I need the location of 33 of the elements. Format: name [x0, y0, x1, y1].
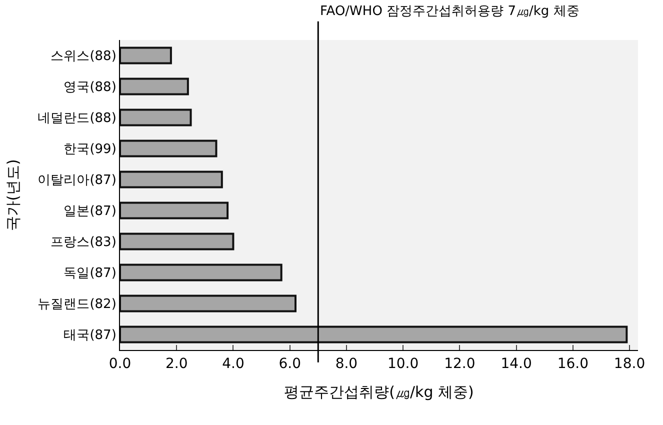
bar: [120, 78, 189, 96]
x-tick-label: 12.0: [444, 356, 476, 372]
x-tick-label: 16.0: [557, 356, 588, 372]
y-tick-label: 프랑스(83): [50, 235, 116, 250]
y-tick-label: 영국(88): [64, 80, 116, 96]
x-axis-title: 평균주간섭취량(㎍/kg 체중): [284, 382, 474, 401]
bar: [120, 46, 172, 64]
x-tick-label: 0.0: [108, 356, 132, 372]
bar: [120, 232, 234, 250]
bar: [120, 140, 218, 158]
bar: [120, 170, 223, 188]
bar: [120, 202, 229, 220]
x-tick-label: 8.0: [335, 356, 358, 372]
y-tick-label: 이탈리아(87): [38, 173, 116, 188]
bar: [120, 326, 628, 344]
x-tick-label: 10.0: [387, 356, 419, 372]
bar: [120, 294, 296, 312]
bar: [120, 264, 282, 282]
x-tick-label: 2.0: [165, 356, 188, 372]
y-tick-label: 일본(87): [64, 204, 116, 220]
x-tick-label: 6.0: [278, 356, 301, 372]
y-tick-label: 한국(99): [64, 142, 116, 158]
bar: [120, 108, 192, 126]
y-tick-label: 네덜란드(88): [38, 111, 116, 126]
y-tick-label: 독일(87): [64, 266, 116, 282]
y-tick-label: 태국(87): [64, 328, 116, 344]
x-tick-label: 4.0: [222, 356, 244, 372]
y-tick-label: 스위스(88): [50, 49, 116, 64]
y-axis-title: 국가(년도): [4, 159, 22, 231]
x-tick-label: 14.0: [500, 356, 532, 372]
ref-line-label: FAO/WHO 잠정주간섭취허용량 7㎍/kg 체중: [320, 4, 580, 19]
x-tick-label: 18.0: [614, 356, 646, 372]
y-tick-label: 뉴질랜드(82): [38, 297, 116, 312]
